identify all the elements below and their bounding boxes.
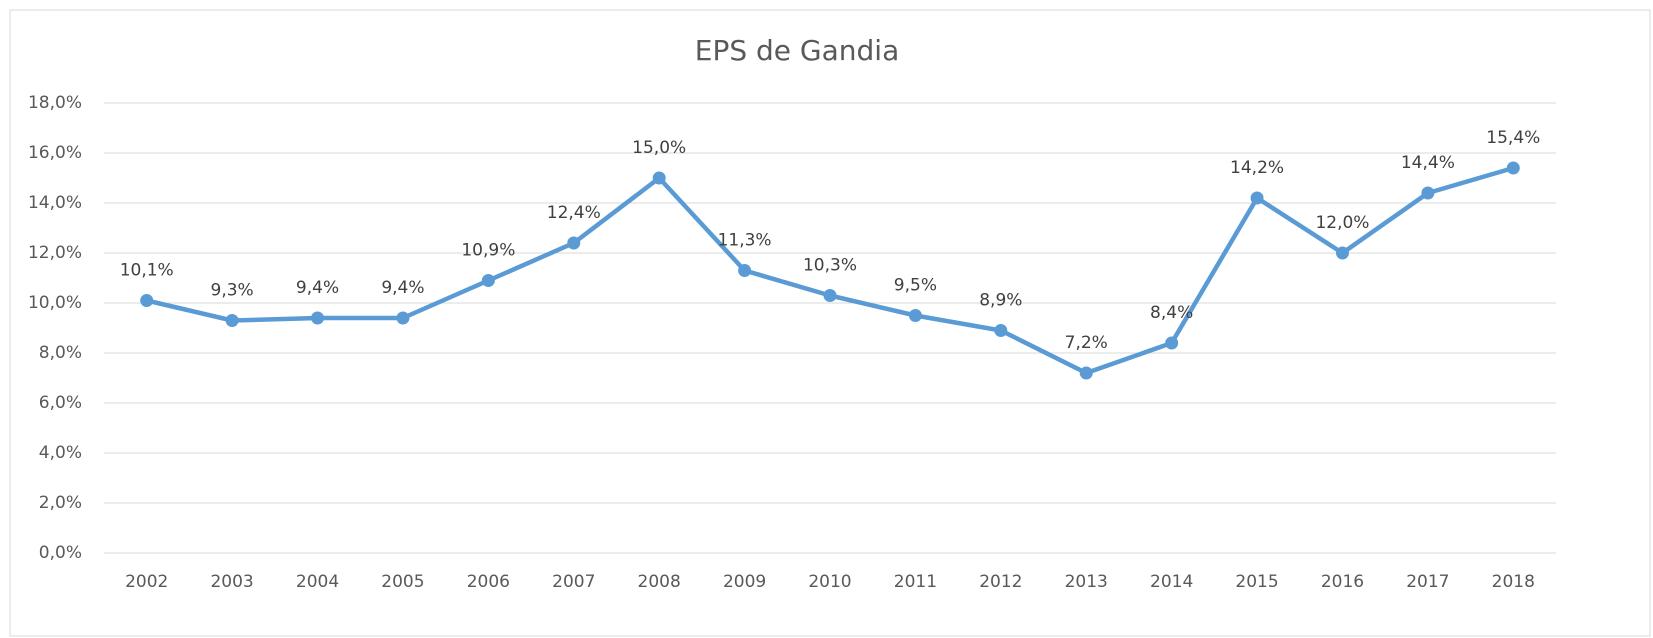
data-label: 14,4%	[1401, 153, 1455, 173]
data-label: 9,3%	[211, 281, 254, 301]
y-tick-label: 6,0%	[39, 393, 82, 413]
data-point	[1165, 336, 1179, 350]
data-label: 10,3%	[803, 256, 857, 276]
x-tick-label: 2009	[723, 572, 766, 592]
x-tick-label: 2003	[210, 572, 253, 592]
data-point	[1079, 366, 1093, 380]
data-point	[481, 274, 495, 287]
data-label: 15,4%	[1486, 128, 1540, 148]
data-label: 9,5%	[894, 276, 937, 296]
data-label: 7,2%	[1065, 333, 1108, 353]
data-label: 10,1%	[120, 261, 174, 281]
data-label: 12,0%	[1315, 213, 1369, 233]
data-point	[994, 324, 1008, 337]
data-point	[567, 236, 581, 250]
x-tick-label: 2004	[296, 572, 339, 592]
data-label: 14,2%	[1230, 158, 1284, 178]
data-point	[140, 294, 154, 307]
data-label: 9,4%	[296, 278, 339, 298]
data-label: 10,9%	[461, 241, 515, 261]
data-label: 11,3%	[718, 231, 772, 251]
chart-title: EPS de Gandia	[695, 34, 899, 67]
y-tick-label: 4,0%	[39, 443, 82, 463]
x-tick-label: 2018	[1492, 572, 1535, 592]
data-point	[823, 289, 837, 302]
x-tick-label: 2010	[808, 572, 851, 592]
data-point	[1250, 191, 1264, 205]
y-tick-label: 18,0%	[28, 93, 82, 113]
x-tick-label: 2013	[1065, 572, 1108, 592]
y-tick-label: 8,0%	[39, 343, 82, 363]
data-point	[396, 311, 410, 325]
data-point	[1421, 186, 1435, 200]
x-tick-label: 2008	[638, 572, 681, 592]
data-point	[1335, 246, 1349, 260]
x-tick-label: 2016	[1321, 572, 1364, 592]
y-tick-label: 2,0%	[39, 493, 82, 513]
y-tick-label: 16,0%	[28, 143, 82, 163]
x-tick-label: 2011	[894, 572, 937, 592]
y-tick-label: 12,0%	[28, 243, 82, 263]
x-tick-label: 2006	[467, 572, 510, 592]
data-label: 12,4%	[547, 203, 601, 223]
x-tick-label: 2017	[1406, 572, 1449, 592]
data-label: 8,4%	[1150, 303, 1193, 323]
data-point	[311, 311, 325, 325]
data-point	[738, 264, 752, 277]
x-tick-label: 2005	[381, 572, 424, 592]
y-tick-label: 14,0%	[28, 193, 82, 213]
x-tick-label: 2007	[552, 572, 595, 592]
x-tick-label: 2014	[1150, 572, 1193, 592]
data-point	[652, 171, 666, 185]
x-tick-label: 2015	[1235, 572, 1278, 592]
x-tick-label: 2012	[979, 572, 1022, 592]
data-point	[908, 309, 922, 322]
data-label: 9,4%	[381, 278, 424, 298]
data-point	[225, 314, 239, 327]
data-point	[1506, 161, 1520, 175]
x-tick-label: 2002	[125, 572, 168, 592]
y-tick-label: 10,0%	[28, 293, 82, 313]
y-tick-label: 0,0%	[39, 543, 82, 563]
data-label: 8,9%	[979, 291, 1022, 311]
data-label: 15,0%	[632, 138, 686, 158]
chart-frame	[9, 9, 1651, 637]
